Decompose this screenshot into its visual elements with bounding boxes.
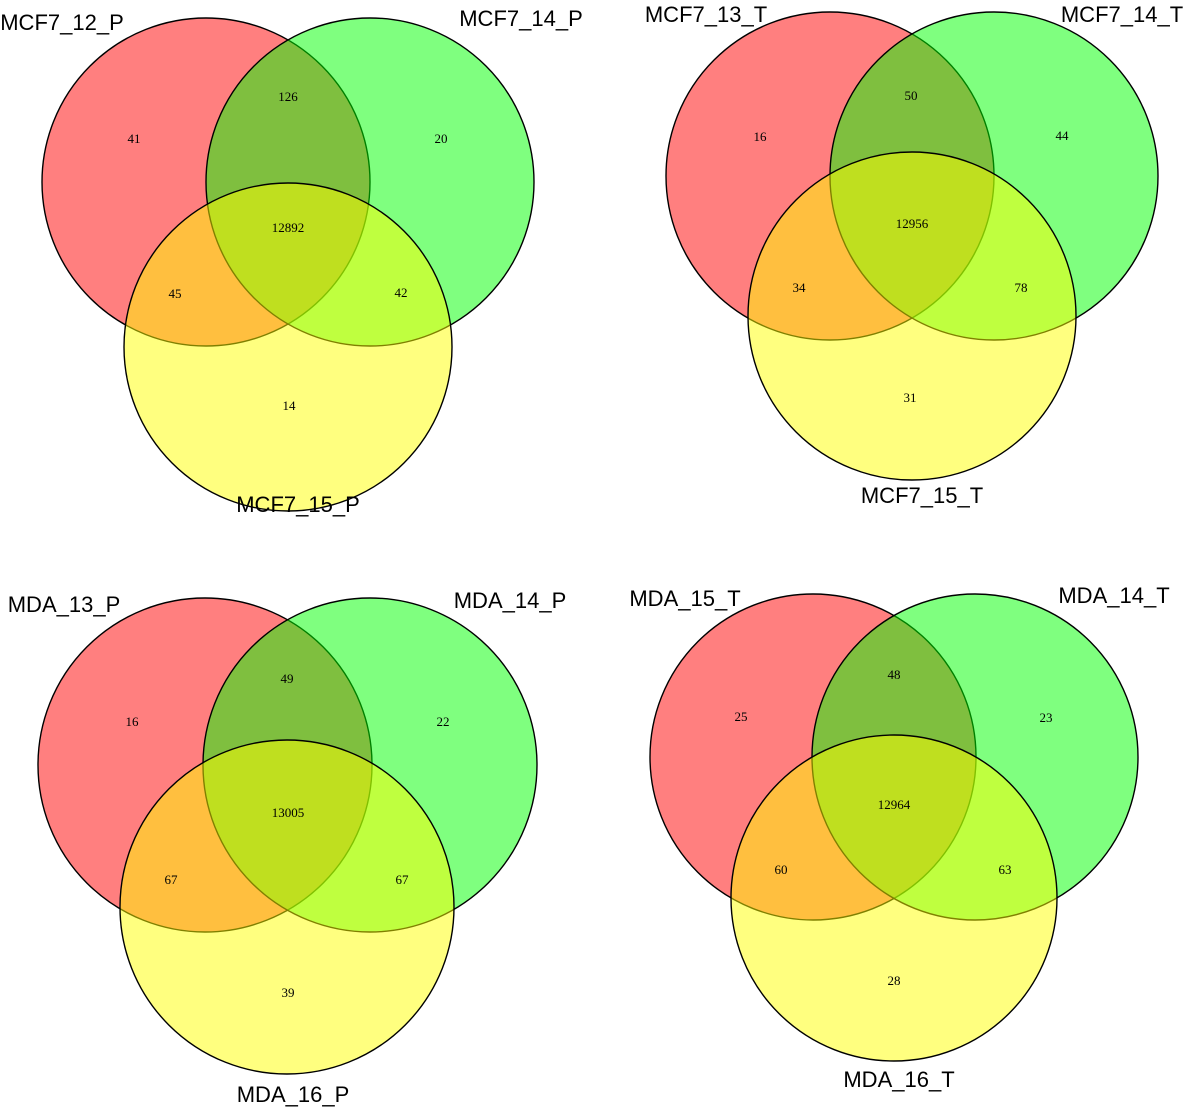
- count-ac: 60: [775, 862, 788, 877]
- count-bc: 78: [1015, 280, 1028, 295]
- count-abc: 12892: [272, 220, 305, 235]
- venn-panel-mda-p: MDA_13_P MDA_14_P MDA_16_P 16 22 49 1300…: [8, 588, 567, 1107]
- count-abc: 13005: [272, 805, 305, 820]
- set-circle-c: [119, 739, 455, 1075]
- set-label-b: MCF7_14_T: [1061, 2, 1183, 27]
- set-label-c: MCF7_15_P: [236, 492, 360, 517]
- count-c-only: 14: [283, 398, 297, 413]
- venn-panel-mcf7-p: MCF7_12_P MCF7_14_P MCF7_15_P 41 20 126 …: [0, 6, 583, 517]
- count-abc: 12956: [896, 216, 929, 231]
- count-c-only: 31: [904, 390, 917, 405]
- count-a-only: 41: [128, 131, 141, 146]
- set-circle-c: [730, 734, 1058, 1062]
- set-label-c: MDA_16_T: [843, 1067, 954, 1092]
- count-b-only: 20: [435, 131, 448, 146]
- count-ab: 126: [278, 89, 298, 104]
- count-b-only: 22: [437, 714, 450, 729]
- set-label-c: MDA_16_P: [237, 1082, 350, 1107]
- set-label-b: MDA_14_T: [1058, 583, 1169, 608]
- count-b-only: 23: [1040, 710, 1053, 725]
- count-c-only: 28: [888, 973, 901, 988]
- count-ab: 50: [905, 88, 918, 103]
- set-label-b: MDA_14_P: [454, 588, 567, 613]
- count-bc: 42: [395, 285, 408, 300]
- set-circle-c: [123, 182, 453, 512]
- count-ac: 34: [793, 280, 807, 295]
- set-label-b: MCF7_14_P: [459, 6, 583, 31]
- count-ab: 48: [888, 667, 901, 682]
- set-circle-c: [747, 151, 1077, 481]
- count-a-only: 16: [126, 714, 140, 729]
- count-c-only: 39: [282, 985, 295, 1000]
- count-a-only: 16: [754, 129, 768, 144]
- count-abc: 12964: [878, 797, 911, 812]
- count-ab: 49: [281, 671, 294, 686]
- count-b-only: 44: [1056, 128, 1070, 143]
- set-label-a: MCF7_13_T: [645, 2, 767, 27]
- count-a-only: 25: [735, 709, 748, 724]
- set-label-c: MCF7_15_T: [861, 483, 983, 508]
- count-ac: 67: [165, 872, 179, 887]
- count-bc: 67: [396, 872, 410, 887]
- set-label-a: MDA_13_P: [8, 592, 121, 617]
- count-bc: 63: [999, 862, 1012, 877]
- count-ac: 45: [169, 286, 182, 301]
- venn-panel-mda-t: MDA_15_T MDA_14_T MDA_16_T 25 23 48 1296…: [629, 583, 1169, 1092]
- set-label-a: MDA_15_T: [629, 586, 740, 611]
- set-label-a: MCF7_12_P: [0, 10, 124, 35]
- venn-panel-mcf7-t: MCF7_13_T MCF7_14_T MCF7_15_T 16 44 50 1…: [645, 2, 1183, 508]
